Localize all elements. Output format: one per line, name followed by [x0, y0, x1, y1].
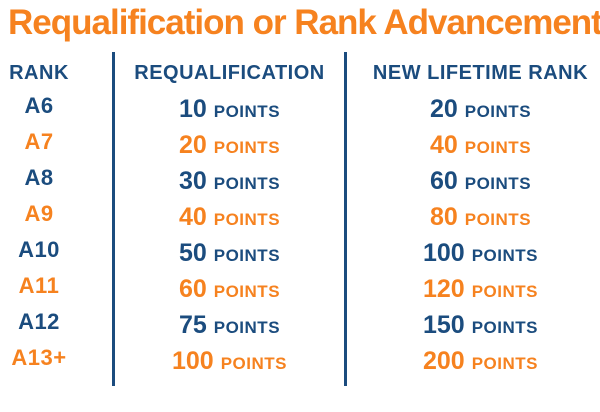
requalification-points: 40 POINTS: [112, 196, 347, 232]
points-unit: POINTS: [213, 174, 281, 193]
points-unit: POINTS: [464, 138, 532, 157]
points-unit: POINTS: [471, 354, 538, 373]
points-unit: POINTS: [471, 282, 538, 301]
new-lifetime-rank-points: 200 POINTS: [347, 340, 600, 376]
rank-table: RANK REQUALIFICATION NEW LIFETIME RANK A…: [0, 52, 600, 412]
rank-label: A10: [18, 237, 60, 262]
points-value: 100: [422, 239, 465, 267]
points-value: 20: [429, 95, 458, 123]
points-unit: POINTS: [471, 318, 538, 337]
page-title: Requalification or Rank Advancement: [8, 3, 600, 42]
rank-label: A8: [24, 165, 54, 190]
points-unit: POINTS: [471, 246, 538, 265]
column-header-new-lifetime-rank: NEW LIFETIME RANK: [372, 62, 589, 84]
rank-label: A6: [24, 93, 54, 118]
points-unit: POINTS: [213, 246, 281, 265]
points-unit: POINTS: [464, 102, 532, 121]
points-value: 40: [178, 203, 207, 231]
rank-label: A13+: [11, 345, 67, 370]
points-unit: POINTS: [213, 210, 281, 229]
points-value: 120: [422, 275, 465, 303]
points-value: 100: [171, 347, 214, 375]
points-unit: POINTS: [213, 318, 281, 337]
points-value: 50: [178, 239, 207, 267]
points-unit: POINTS: [464, 210, 532, 229]
points-value: 75: [178, 311, 207, 339]
requalification-points: 20 POINTS: [112, 124, 347, 160]
column-divider: [112, 376, 347, 386]
new-lifetime-rank-points: 120 POINTS: [347, 268, 600, 304]
new-lifetime-rank-points: 40 POINTS: [347, 124, 600, 160]
new-lifetime-rank-points: 60 POINTS: [347, 160, 600, 196]
new-lifetime-rank-points: 100 POINTS: [347, 232, 600, 268]
points-unit: POINTS: [220, 354, 287, 373]
points-value: 10: [178, 95, 207, 123]
new-lifetime-rank-points: 150 POINTS: [347, 304, 600, 340]
points-value: 60: [178, 275, 207, 303]
points-value: 30: [178, 167, 207, 195]
column-header-requalification: REQUALIFICATION: [112, 52, 347, 104]
column-header-rank: RANK: [9, 62, 69, 84]
rank-label: A12: [18, 309, 60, 334]
spacer: [347, 376, 600, 386]
new-lifetime-rank-points: 80 POINTS: [347, 196, 600, 232]
points-value: 40: [429, 131, 458, 159]
points-value: 20: [178, 131, 207, 159]
points-value: 80: [429, 203, 458, 231]
spacer: [0, 376, 112, 386]
requalification-points: 100 POINTS: [112, 340, 347, 376]
points-value: 60: [429, 167, 458, 195]
requalification-points: 60 POINTS: [112, 268, 347, 304]
requalification-points: 10 POINTS: [112, 88, 347, 124]
requalification-points: 75 POINTS: [112, 304, 347, 340]
new-lifetime-rank-points: 20 POINTS: [347, 88, 600, 124]
points-unit: POINTS: [213, 138, 281, 157]
requalification-points: 50 POINTS: [112, 232, 347, 268]
points-unit: POINTS: [213, 282, 281, 301]
points-value: 200: [422, 347, 465, 375]
points-unit: POINTS: [213, 102, 281, 121]
rank-label: A11: [18, 273, 60, 298]
points-unit: POINTS: [464, 174, 532, 193]
points-value: 150: [422, 311, 465, 339]
rank-label: A9: [24, 201, 54, 226]
rank-label: A7: [24, 129, 54, 154]
requalification-points: 30 POINTS: [112, 160, 347, 196]
